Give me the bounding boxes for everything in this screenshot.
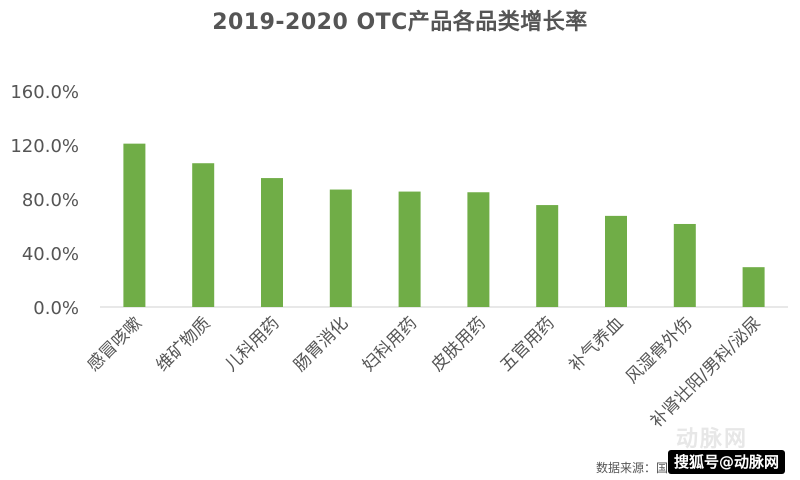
x-tick-label: 肠胃消化 xyxy=(290,313,352,375)
y-tick-label: 80.0% xyxy=(22,190,79,211)
x-tick-label: 风湿骨外伤 xyxy=(622,313,696,387)
bars-group xyxy=(123,143,765,307)
bar xyxy=(467,192,490,307)
watermark-logo: 动脉网 xyxy=(676,421,748,453)
y-axis-ticks: 0.0% 40.0% 80.0% 120.0% 160.0% xyxy=(10,82,79,319)
y-tick-label: 40.0% xyxy=(22,244,79,265)
x-tick-label: 儿科用药 xyxy=(221,313,283,375)
bar xyxy=(605,215,627,307)
watermark-logo-text: 动脉网 xyxy=(676,427,749,452)
x-tick-label: 补气养血 xyxy=(565,313,627,375)
y-tick-label: 0.0% xyxy=(33,298,79,319)
bar xyxy=(329,189,352,307)
bar xyxy=(673,223,696,307)
x-axis-labels: 感冒咳嗽 维矿物质 儿科用药 肠胃消化 妇科用药 皮肤用药 五官用药 补气养血风湿骨外伤补肾壮… xyxy=(84,313,765,431)
bar xyxy=(536,205,559,307)
bar xyxy=(742,267,765,307)
x-tick-label: 妇科用药 xyxy=(359,313,421,375)
chart-title: 2019-2020 OTC产品各品类增长率 xyxy=(212,10,588,35)
bar xyxy=(123,143,146,307)
y-tick-label: 160.0% xyxy=(10,82,79,103)
x-tick-label: 维矿物质 xyxy=(153,313,215,375)
x-tick-label: 感冒咳嗽 xyxy=(84,313,146,375)
x-tick-label: 五官用药 xyxy=(497,313,559,375)
x-tick-label: 皮肤用药 xyxy=(428,313,490,375)
bar xyxy=(192,163,215,307)
bar xyxy=(398,191,421,307)
bar xyxy=(261,178,283,307)
y-tick-label: 120.0% xyxy=(10,136,79,157)
watermark-text: 搜狐号@动脉网 xyxy=(668,450,786,474)
